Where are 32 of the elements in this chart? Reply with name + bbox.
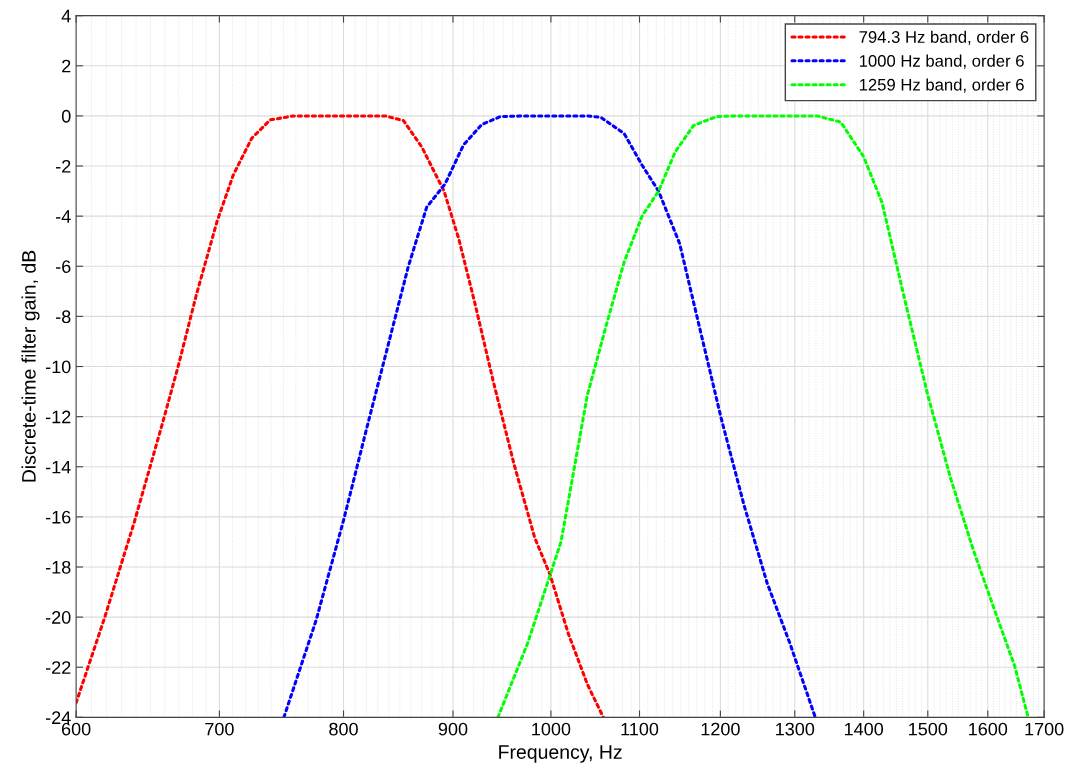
y-tick-label: -16: [45, 510, 71, 524]
x-tick-label: 600: [61, 722, 91, 736]
y-tick-label: -18: [45, 560, 71, 574]
y-tick-label: -20: [45, 611, 71, 624]
x-tick-label: 1500: [909, 722, 948, 736]
y-tick-label: 4: [61, 9, 71, 23]
x-tick-label: 1300: [776, 722, 815, 736]
legend-label: 794.3 Hz band, order 6: [859, 30, 1029, 45]
y-axis-title: Discrete-time filter gain, dB: [21, 250, 40, 482]
x-tick-label: 700: [205, 722, 234, 736]
y-tick-label: -2: [56, 159, 71, 173]
x-tick-label: 1600: [969, 722, 1008, 736]
y-tick-label: 0: [61, 109, 71, 123]
y-tick-label: -6: [56, 260, 71, 273]
x-tick-label: 900: [438, 722, 468, 736]
y-tick-label: -8: [56, 310, 71, 324]
x-tick-label: 800: [329, 722, 358, 736]
y-tick-label: 2: [62, 59, 71, 73]
y-tick-label: -14: [45, 460, 71, 474]
x-axis-title: Frequency, Hz: [499, 745, 622, 763]
legend-label: 1000 Hz band, order 6: [859, 54, 1024, 69]
y-tick-label: -12: [45, 410, 71, 424]
legend-label: 1259 Hz band, order 6: [859, 78, 1024, 93]
x-tick-label: 1100: [621, 722, 659, 736]
y-tick-label: -24: [45, 711, 71, 724]
y-tick-label: -10: [45, 360, 71, 374]
x-tick-label: 1700: [1025, 722, 1064, 736]
x-tick-label: 1000: [532, 722, 571, 736]
x-tick-label: 1200: [701, 722, 740, 736]
y-tick-label: -22: [45, 661, 71, 674]
y-tick-label: -4: [56, 210, 71, 223]
x-tick-label: 1400: [844, 722, 884, 736]
